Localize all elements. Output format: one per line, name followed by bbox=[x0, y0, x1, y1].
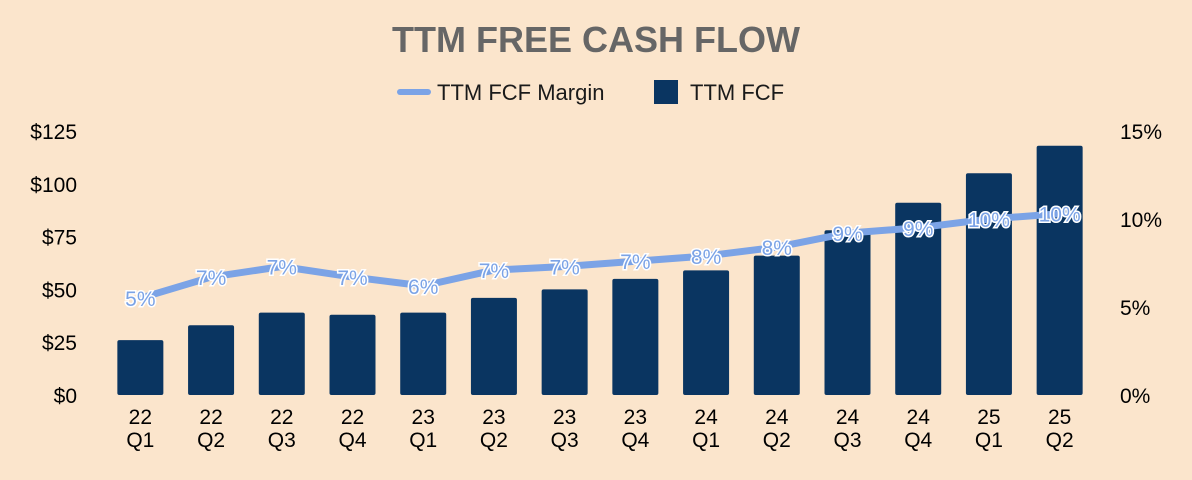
margin-data-label: 7% bbox=[196, 267, 226, 290]
margin-data-label: 7% bbox=[479, 260, 509, 283]
bar-ttm-fcf bbox=[753, 255, 800, 395]
bar-ttm-fcf bbox=[188, 325, 235, 395]
right-tick-label: 10% bbox=[1120, 209, 1162, 232]
margin-line-layer: 5% 7% 7% 7% 6% 7% 7% 7% 8% 8% 9% 9% 10% 10% bbox=[124, 202, 1082, 312]
x-tick-quarter: Q4 bbox=[904, 429, 932, 452]
legend-swatch-fcf bbox=[654, 80, 678, 104]
margin-data-label: 7% bbox=[549, 257, 579, 280]
left-axis: $0 $25 $50 $75 $100 $125 bbox=[30, 121, 77, 408]
x-tick-quarter: Q3 bbox=[833, 429, 861, 452]
left-tick-label: $100 bbox=[30, 174, 77, 197]
left-tick-label: $125 bbox=[30, 121, 77, 144]
bar-ttm-fcf bbox=[117, 340, 164, 395]
x-tick-quarter: Q4 bbox=[338, 429, 366, 452]
x-tick-year: 22 bbox=[199, 406, 222, 429]
margin-data-label: 9% bbox=[832, 223, 862, 246]
margin-line bbox=[136, 210, 1064, 302]
x-tick-year: 25 bbox=[1048, 406, 1071, 429]
legend-label-margin: TTM FCF Margin bbox=[437, 80, 604, 105]
right-tick-label: 0% bbox=[1120, 385, 1150, 408]
x-tick-year: 23 bbox=[624, 406, 647, 429]
x-tick-year: 25 bbox=[977, 406, 1000, 429]
x-tick-year: 22 bbox=[129, 406, 152, 429]
bar-ttm-fcf bbox=[329, 314, 376, 395]
margin-data-label: 7% bbox=[267, 257, 297, 280]
bar-ttm-fcf bbox=[683, 270, 730, 395]
right-axis: 0% 5% 10% 15% bbox=[1120, 121, 1162, 408]
x-tick-year: 23 bbox=[482, 406, 505, 429]
bar-ttm-fcf bbox=[824, 230, 871, 395]
margin-data-label: 8% bbox=[691, 246, 721, 269]
x-tick-quarter: Q4 bbox=[621, 429, 649, 452]
bar-ttm-fcf bbox=[400, 312, 447, 395]
margin-data-label: 7% bbox=[337, 267, 367, 290]
chart-title: TTM FREE CASH FLOW bbox=[392, 19, 800, 60]
bars bbox=[117, 145, 1083, 395]
margin-data-label: 10% bbox=[1039, 204, 1081, 227]
bar-ttm-fcf bbox=[470, 297, 517, 395]
x-tick-year: 24 bbox=[907, 406, 931, 429]
margin-data-label: 8% bbox=[762, 237, 792, 260]
x-tick-year: 22 bbox=[270, 406, 293, 429]
x-tick-quarter: Q2 bbox=[1046, 429, 1074, 452]
x-tick-year: 23 bbox=[412, 406, 435, 429]
x-tick-year: 24 bbox=[836, 406, 860, 429]
x-tick-quarter: Q1 bbox=[692, 429, 720, 452]
x-axis: 22Q122Q222Q322Q423Q123Q223Q323Q424Q124Q2… bbox=[126, 406, 1073, 452]
bar-ttm-fcf bbox=[612, 278, 659, 395]
x-tick-quarter: Q1 bbox=[409, 429, 437, 452]
x-tick-year: 23 bbox=[553, 406, 576, 429]
x-tick-quarter: Q1 bbox=[975, 429, 1003, 452]
right-tick-label: 15% bbox=[1120, 121, 1162, 144]
margin-data-label: 5% bbox=[125, 288, 155, 311]
bar-ttm-fcf bbox=[895, 202, 942, 395]
bar-ttm-fcf bbox=[541, 289, 588, 395]
bar-ttm-fcf bbox=[1036, 145, 1083, 395]
margin-data-label: 6% bbox=[408, 276, 438, 299]
x-tick-quarter: Q3 bbox=[551, 429, 579, 452]
x-tick-quarter: Q2 bbox=[480, 429, 508, 452]
right-tick-label: 5% bbox=[1120, 297, 1150, 320]
left-tick-label: $50 bbox=[42, 279, 77, 302]
bar-ttm-fcf bbox=[965, 173, 1012, 395]
legend: TTM FCF Margin TTM FCF bbox=[397, 80, 784, 105]
legend-label-fcf: TTM FCF bbox=[690, 80, 784, 105]
margin-data-label: 10% bbox=[968, 209, 1010, 232]
x-tick-year: 24 bbox=[765, 406, 789, 429]
x-tick-year: 22 bbox=[341, 406, 364, 429]
margin-data-label: 7% bbox=[620, 251, 650, 274]
x-tick-quarter: Q1 bbox=[126, 429, 154, 452]
x-tick-year: 24 bbox=[694, 406, 718, 429]
x-tick-quarter: Q3 bbox=[268, 429, 296, 452]
left-tick-label: $75 bbox=[42, 227, 77, 250]
left-tick-label: $0 bbox=[54, 385, 77, 408]
bar-ttm-fcf bbox=[258, 312, 305, 395]
x-tick-quarter: Q2 bbox=[763, 429, 791, 452]
margin-data-label: 9% bbox=[903, 218, 933, 241]
x-tick-quarter: Q2 bbox=[197, 429, 225, 452]
left-tick-label: $25 bbox=[42, 332, 77, 355]
